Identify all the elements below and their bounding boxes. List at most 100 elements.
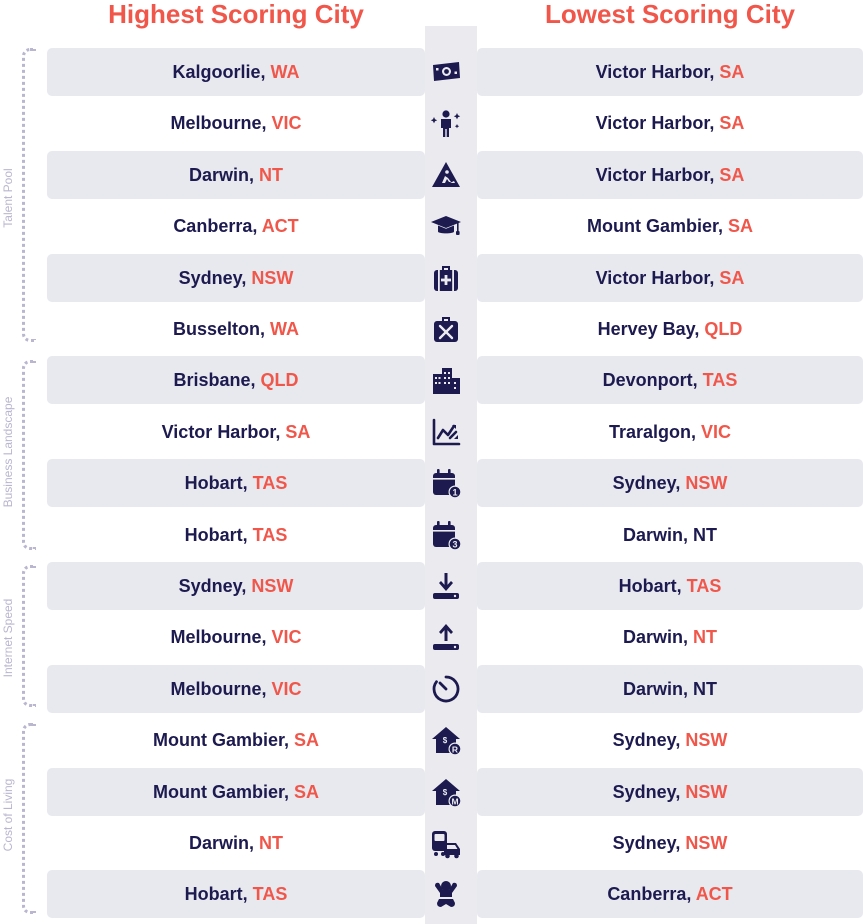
city-name: Hervey Bay,: [597, 319, 705, 339]
highest-city-cell: Mount Gambier, SA: [47, 716, 425, 764]
table-row: Brisbane, QLD Devonport, TAS: [47, 356, 863, 405]
state-abbr: NSW: [685, 833, 728, 853]
city-name: Canberra,: [607, 884, 696, 905]
state-abbr: NSW: [251, 576, 294, 596]
lowest-city-cell: Hobart, TAS: [477, 562, 863, 610]
lowest-city-cell: Darwin, NT: [477, 613, 863, 661]
city-name: Darwin,: [622, 678, 693, 699]
state-abbr: SA: [728, 216, 754, 237]
table-row: Mount Gambier, SA $ R Sydney, NSW: [47, 716, 863, 764]
highest-city-cell: Melbourne, VIC: [47, 613, 425, 661]
group-bracket-business-landscape: [22, 360, 36, 550]
highest-city-cell: Busselton, WA: [47, 305, 425, 353]
row-band-left: [47, 356, 425, 405]
state-abbr: ACT: [695, 884, 733, 905]
city-name: Darwin,: [188, 164, 259, 185]
construction-sign-icon: [430, 159, 462, 191]
house-rent-icon: $ R: [430, 724, 462, 756]
table-row: Victor Harbor, SA Traralgon, VIC: [47, 408, 863, 456]
table-row: Sydney, NSW Victor Harbor, SA: [47, 253, 863, 302]
state-abbr: SA: [285, 421, 311, 442]
city-name: Hobart,: [618, 576, 687, 596]
city-name: Sydney,: [178, 576, 252, 596]
city-name: Sydney,: [612, 473, 686, 494]
city-name: Sydney,: [612, 730, 686, 751]
row-band-right: [477, 459, 863, 508]
table-row: Melbourne, VIC Darwin, NT: [47, 613, 863, 661]
svg-text:$: $: [443, 788, 448, 797]
highest-city-cell: Melbourne, VIC: [47, 99, 425, 147]
state-abbr: NT: [693, 678, 717, 699]
city-name: Darwin,: [622, 627, 693, 648]
city-name: Busselton,: [172, 319, 270, 339]
table-row: Melbourne, VIC Victor Harbor, SA: [47, 99, 863, 147]
state-abbr: NSW: [685, 473, 728, 494]
table-row: Mount Gambier, SA $ M Sydney, NSW: [47, 767, 863, 816]
row-band-right: [477, 664, 863, 713]
table-row: Darwin, NT Victor Harbor, SA: [47, 150, 863, 199]
state-abbr: SA: [719, 164, 745, 185]
lowest-city-cell: Mount Gambier, SA: [477, 202, 863, 250]
highest-city-cell: Melbourne, VIC: [47, 665, 425, 713]
highest-city-cell: Darwin, NT: [47, 151, 425, 199]
state-abbr: NSW: [685, 781, 728, 802]
chart-trend-icon: [430, 416, 462, 448]
state-abbr: QLD: [260, 370, 299, 391]
svg-text:R: R: [452, 744, 458, 754]
state-abbr: SA: [719, 267, 745, 288]
city-name: Darwin,: [188, 833, 259, 853]
state-abbr: SA: [719, 62, 745, 82]
state-abbr: VIC: [271, 627, 302, 648]
lowest-city-cell: Darwin, NT: [477, 511, 863, 559]
download-icon: [430, 570, 462, 602]
row-band-left: [47, 253, 425, 302]
lowest-city-cell: Devonport, TAS: [477, 356, 863, 404]
person-sparkle-icon: [430, 107, 462, 139]
row-band-right: [477, 253, 863, 302]
highest-city-cell: Hobart, TAS: [47, 459, 425, 507]
state-abbr: TAS: [252, 473, 288, 494]
city-name: Devonport,: [602, 370, 703, 391]
row-band-left: [47, 150, 425, 199]
lowest-scoring-header: Lowest Scoring City: [545, 0, 795, 29]
table-row: Busselton, WA Hervey Bay, QLD: [47, 305, 863, 353]
city-name: Hobart,: [184, 884, 253, 905]
city-name: Hobart,: [184, 473, 253, 494]
city-name: Mount Gambier,: [152, 730, 294, 751]
state-abbr: NT: [259, 833, 283, 853]
row-band-left: [47, 459, 425, 508]
city-name: Sydney,: [612, 781, 686, 802]
city-name: Darwin,: [622, 524, 693, 545]
row-band-left: [47, 767, 425, 816]
upload-icon: [430, 621, 462, 653]
row-band-right: [477, 48, 863, 96]
calendar-1-icon: 1: [430, 467, 462, 499]
house-mortgage-icon: $ M: [430, 776, 462, 808]
highest-scoring-header: Highest Scoring City: [108, 0, 364, 29]
city-name: Sydney,: [612, 833, 686, 853]
highest-city-cell: Brisbane, QLD: [47, 356, 425, 404]
table-row: Darwin, NT Sydney, NSW: [47, 819, 863, 867]
highest-city-cell: Kalgoorlie, WA: [47, 48, 425, 96]
lowest-city-cell: Victor Harbor, SA: [477, 254, 863, 302]
lowest-city-cell: Darwin, NT: [477, 665, 863, 713]
state-abbr: NT: [259, 164, 283, 185]
city-name: Canberra,: [173, 216, 262, 237]
row-band-right: [477, 562, 863, 610]
lowest-city-cell: Victor Harbor, SA: [477, 151, 863, 199]
table-row: Melbourne, VIC Darwin, NT: [47, 664, 863, 713]
state-abbr: SA: [294, 730, 320, 751]
city-name: Kalgoorlie,: [172, 62, 271, 82]
state-abbr: NSW: [685, 730, 728, 751]
state-abbr: QLD: [704, 319, 743, 339]
svg-text:$: $: [443, 736, 448, 745]
state-abbr: WA: [270, 62, 300, 82]
state-abbr: NT: [693, 524, 717, 545]
lowest-city-cell: Canberra, ACT: [477, 870, 863, 918]
table-row: Sydney, NSW Hobart, TAS: [47, 562, 863, 610]
city-name: Victor Harbor,: [595, 164, 720, 185]
city-name: Victor Harbor,: [161, 421, 286, 442]
table-row: Hobart, TAS 1 Sydney, NSW: [47, 459, 863, 508]
table-row: Canberra, ACT Mount Gambier, SA: [47, 202, 863, 250]
highest-city-cell: Hobart, TAS: [47, 511, 425, 559]
